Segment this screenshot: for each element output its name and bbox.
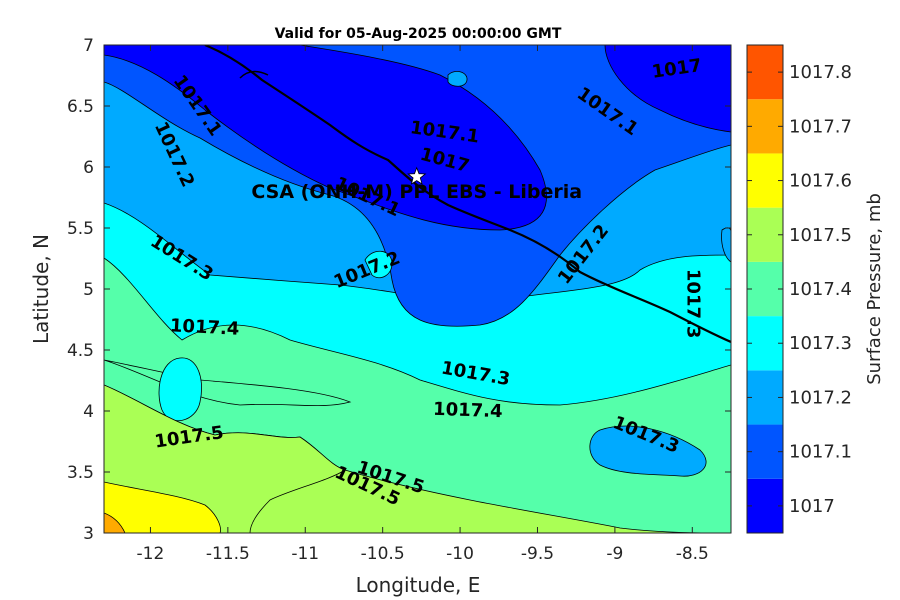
pocket-1017.6 [104, 481, 221, 533]
coastline [204, 45, 731, 344]
colorbar-label: Surface Pressure, mb [864, 193, 885, 385]
notch-1017.3-center [364, 250, 393, 279]
colorbar-tick-label: 1017 [789, 496, 835, 517]
y-tick-label: 6 [83, 158, 94, 178]
contour-label: 1017.3 [682, 269, 703, 338]
y-axis: 3 3.5 4 4.5 5 5.5 6 6.5 7 [67, 36, 731, 544]
colorbar-swatch [747, 424, 783, 479]
island-1017.1-north [447, 70, 468, 87]
y-tick-label: 4 [83, 402, 94, 422]
y-tick-label: 4.5 [67, 341, 94, 361]
colorbar-tick-label: 1017.7 [789, 116, 852, 137]
y-tick-label: 7 [83, 36, 94, 56]
colorbar-swatch [747, 316, 783, 371]
colorbar-tick-label: 1017.1 [789, 442, 852, 463]
contour-label: 1017.4 [169, 315, 239, 340]
colorbar-swatch [747, 261, 783, 317]
x-axis-label: Longitude, E [356, 573, 481, 597]
colorbar-swatch [747, 207, 783, 262]
x-axis: -12 -11.5 -11 -10.5 -10 -9.5 -9 -8.5 [137, 45, 709, 564]
contour-label: 1017.4 [433, 399, 503, 422]
x-tick-label: -9 [606, 544, 623, 564]
island-1017.2-south-east [589, 425, 707, 477]
colorbar-swatch [747, 45, 783, 100]
border-fragment [239, 70, 269, 79]
colorbar-tick-label: 1017.3 [789, 333, 852, 354]
x-tick-label: -12 [137, 544, 165, 564]
y-tick-label: 3 [83, 524, 94, 544]
x-tick-label: -9.5 [521, 544, 554, 564]
x-tick-label: -11 [291, 544, 319, 564]
y-tick-label: 5 [83, 280, 94, 300]
location-annotation: CSA (ONH-M) PPL EBS - Liberia [251, 166, 582, 203]
x-tick-label: -11.5 [206, 544, 250, 564]
y-axis-label: Latitude, N [29, 234, 53, 344]
chart-title: Valid for 05-Aug-2025 00:00:00 GMT [275, 26, 562, 42]
colorbar-swatch [747, 153, 783, 208]
x-tick-label: -10.5 [361, 544, 405, 564]
y-tick-label: 3.5 [67, 463, 94, 483]
x-tick-label: -10 [446, 544, 474, 564]
colorbar-tick-label: 1017.4 [789, 279, 852, 300]
band-1017-1017.1 [104, 45, 547, 231]
colorbar: 1017 1017.1 1017.2 1017.3 1017.4 1017.5 1017.6… [746, 44, 852, 534]
y-tick-label: 5.5 [67, 219, 94, 239]
y-tick-label: 6.5 [67, 97, 94, 117]
colorbar-swatch [747, 99, 783, 154]
colorbar-swatch [747, 478, 783, 533]
colorbar-tick-label: 1017.8 [789, 62, 852, 83]
colorbar-tick-label: 1017.5 [789, 225, 852, 246]
colorbar-tick-label: 1017.2 [789, 387, 852, 408]
plot-area [104, 45, 731, 533]
band-1017-1017.1-ne [604, 45, 731, 133]
x-tick-label: -8.5 [676, 544, 709, 564]
location-label: CSA (ONH-M) PPL EBS - Liberia [251, 181, 582, 203]
location-star-icon [407, 166, 427, 185]
colorbar-swatch [747, 370, 783, 425]
island-1017.3-center-west [158, 357, 202, 422]
pocket-1017.7 [104, 512, 126, 533]
colorbar-tick-label: 1017.6 [789, 171, 852, 192]
